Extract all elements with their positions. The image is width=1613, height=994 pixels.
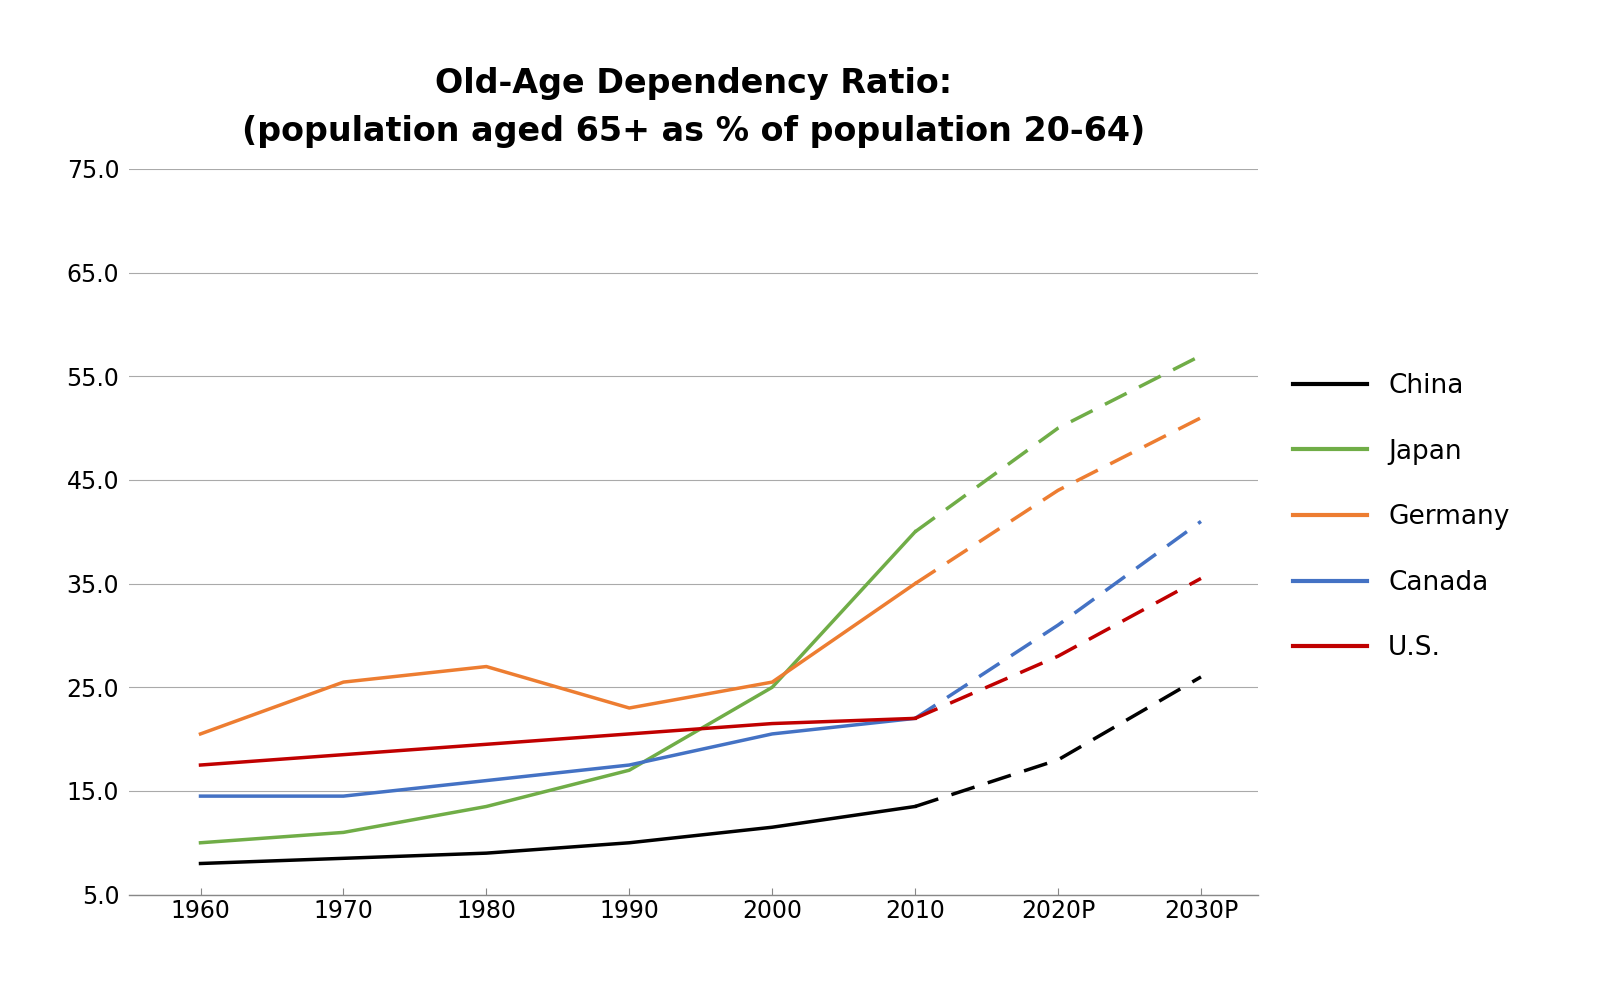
Title: Old-Age Dependency Ratio:
(population aged 65+ as % of population 20-64): Old-Age Dependency Ratio: (population ag… xyxy=(242,67,1145,148)
Legend: China, Japan, Germany, Canada, U.S.: China, Japan, Germany, Canada, U.S. xyxy=(1282,363,1519,672)
